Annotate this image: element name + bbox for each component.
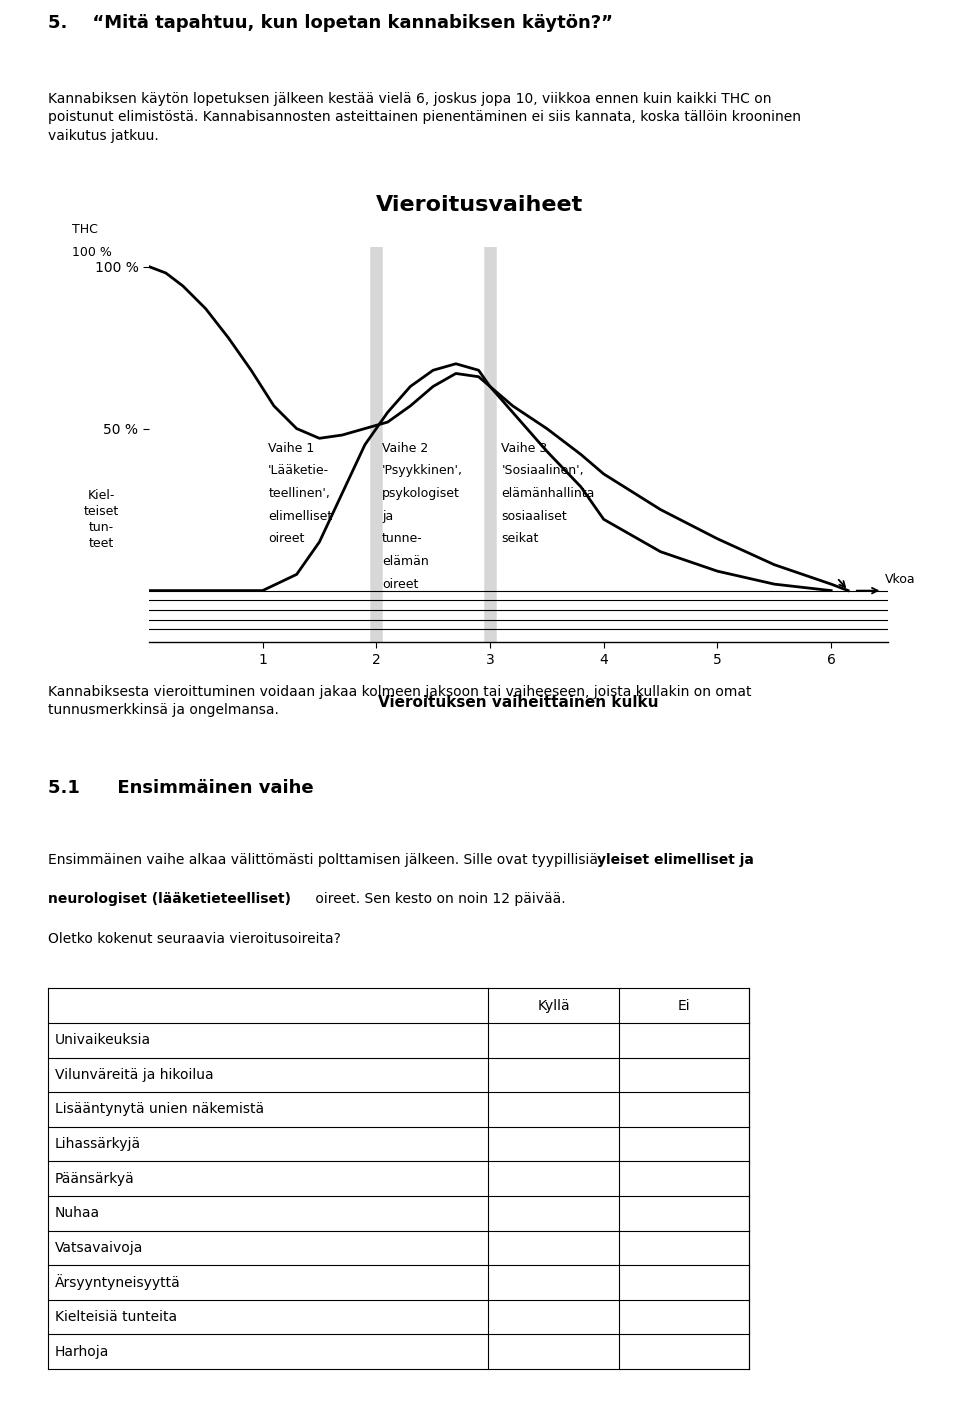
Text: 'Psyykkinen',: 'Psyykkinen', — [382, 465, 463, 477]
Text: Ensimmäinen vaihe alkaa välittömästi polttamisen jälkeen. Sille ovat tyypillisiä: Ensimmäinen vaihe alkaa välittömästi pol… — [48, 853, 602, 867]
Text: oireet: oireet — [382, 578, 419, 590]
Text: Ei: Ei — [678, 998, 690, 1012]
Text: tunne-: tunne- — [382, 532, 422, 545]
Text: Kannabiksesta vieroittuminen voidaan jakaa kolmeen jaksoon tai vaiheeseen, joist: Kannabiksesta vieroittuminen voidaan jak… — [48, 685, 752, 717]
Text: Vilunväreitä ja hikoilua: Vilunväreitä ja hikoilua — [55, 1067, 214, 1082]
Text: 5.    “Mitä tapahtuu, kun lopetan kannabiksen käytön?”: 5. “Mitä tapahtuu, kun lopetan kannabiks… — [48, 14, 613, 32]
X-axis label: Vieroituksen vaiheittainen kulku: Vieroituksen vaiheittainen kulku — [378, 695, 659, 710]
Text: yleiset elimelliset ja: yleiset elimelliset ja — [597, 853, 755, 867]
Text: Harhoja: Harhoja — [55, 1344, 109, 1358]
Text: Kielteisiä tunteita: Kielteisiä tunteita — [55, 1310, 178, 1324]
Text: elämän: elämän — [382, 555, 429, 568]
Text: oireet: oireet — [268, 532, 304, 545]
Text: Ärsyyntyneisyyttä: Ärsyyntyneisyyttä — [55, 1275, 180, 1291]
Text: Vaihe 1: Vaihe 1 — [268, 442, 315, 455]
Text: neurologiset (lääketieteelliset): neurologiset (lääketieteelliset) — [48, 892, 291, 907]
Text: Vieroitusvaiheet: Vieroitusvaiheet — [376, 195, 584, 215]
Text: Vkoa: Vkoa — [884, 573, 915, 586]
Text: sosiaaliset: sosiaaliset — [501, 510, 567, 522]
Text: Univaikeuksia: Univaikeuksia — [55, 1034, 151, 1048]
Text: Vaihe 3: Vaihe 3 — [501, 442, 547, 455]
Text: elämänhallinta: elämänhallinta — [501, 487, 594, 500]
Text: 'Sosiaalinen',: 'Sosiaalinen', — [501, 465, 584, 477]
Text: teellinen',: teellinen', — [268, 487, 330, 500]
Text: Lihassärkyjä: Lihassärkyjä — [55, 1137, 141, 1151]
Text: ja: ja — [382, 510, 394, 522]
Text: THC: THC — [72, 223, 98, 236]
Text: 5.1      Ensimmäinen vaihe: 5.1 Ensimmäinen vaihe — [48, 779, 314, 798]
Text: elimelliset: elimelliset — [268, 510, 332, 522]
Text: Kyllä: Kyllä — [538, 998, 570, 1012]
Text: Päänsärkyä: Päänsärkyä — [55, 1172, 134, 1186]
Text: oireet. Sen kesto on noin 12 päivää.: oireet. Sen kesto on noin 12 päivää. — [311, 892, 565, 907]
Text: Kannabiksen käytön lopetuksen jälkeen kestää vielä 6, joskus jopa 10, viikkoa en: Kannabiksen käytön lopetuksen jälkeen ke… — [48, 92, 801, 143]
Text: 'Lääketie-: 'Lääketie- — [268, 465, 329, 477]
Text: Vatsavaivoja: Vatsavaivoja — [55, 1241, 143, 1255]
Text: seikat: seikat — [501, 532, 539, 545]
Text: Kiel-
teiset
tun-
teet: Kiel- teiset tun- teet — [84, 489, 119, 549]
Text: Vaihe 2: Vaihe 2 — [382, 442, 428, 455]
Text: Lisääntynytä unien näkemistä: Lisääntynytä unien näkemistä — [55, 1103, 264, 1117]
Text: Nuhaa: Nuhaa — [55, 1206, 100, 1220]
Text: psykologiset: psykologiset — [382, 487, 460, 500]
Text: 100 %: 100 % — [72, 246, 112, 258]
Text: Oletko kokenut seuraavia vieroitusoireita?: Oletko kokenut seuraavia vieroitusoireit… — [48, 932, 341, 946]
